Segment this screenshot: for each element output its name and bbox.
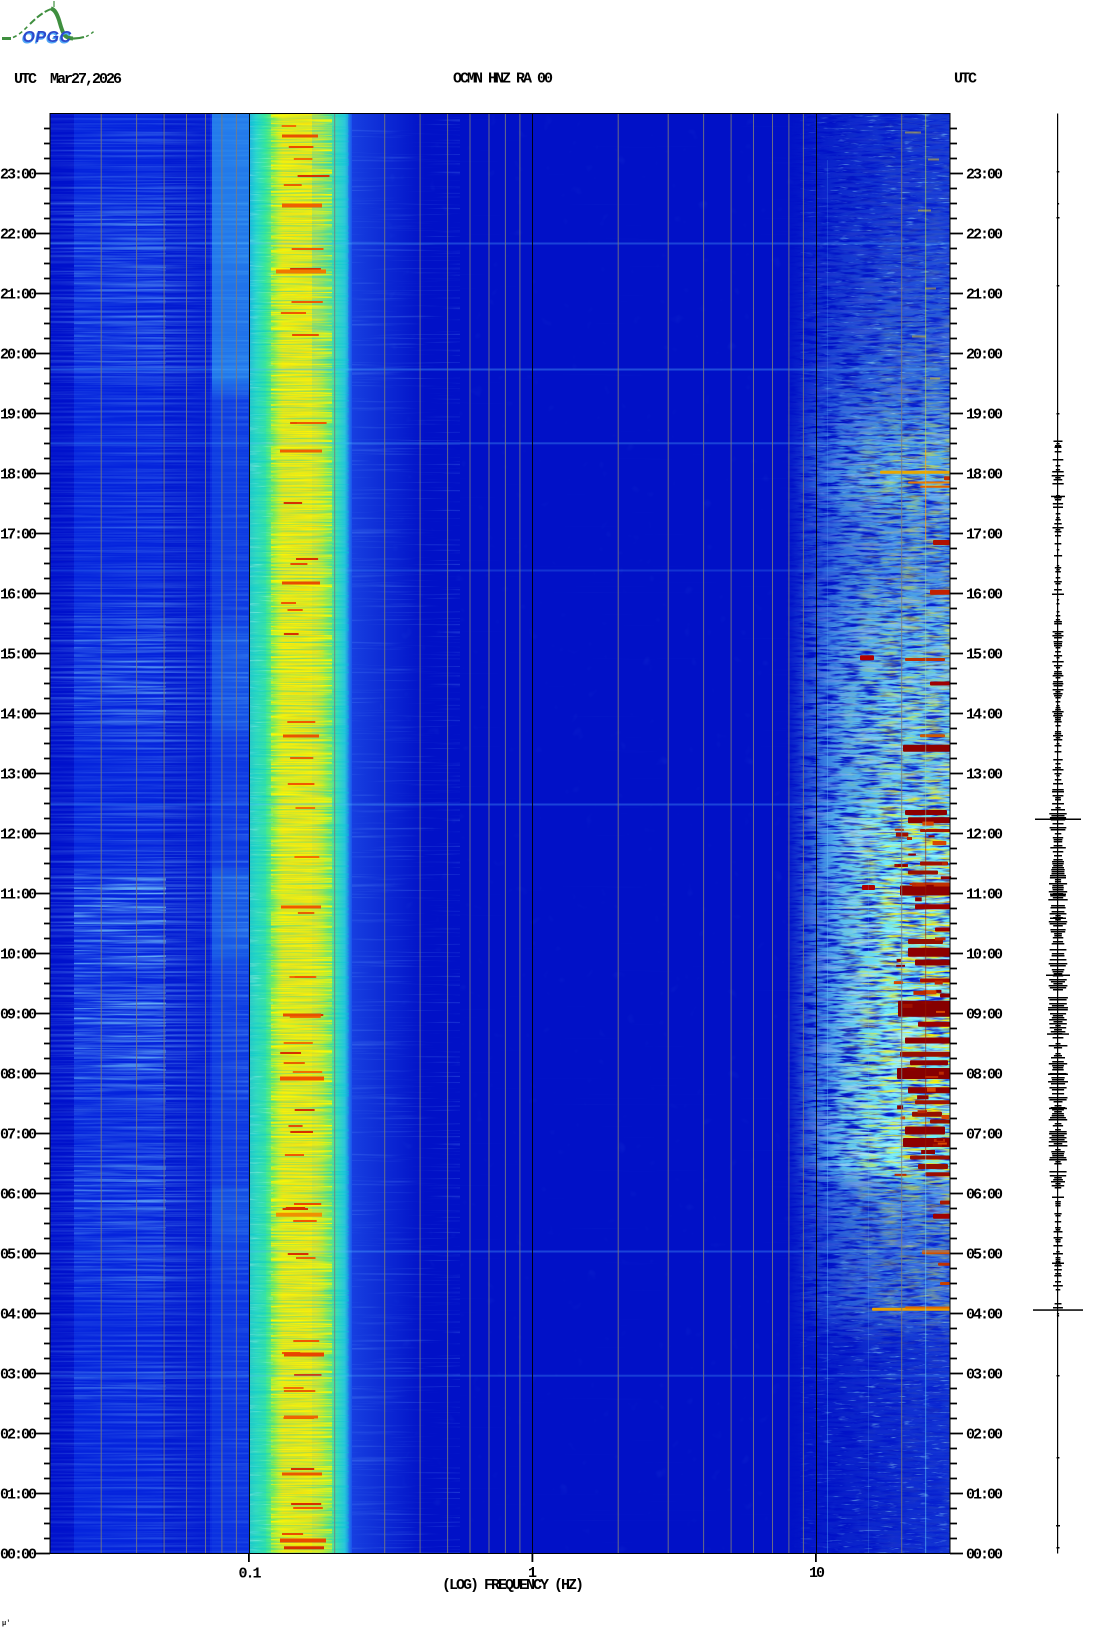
svg-text:01:00: 01:00 [0, 1487, 37, 1504]
svg-text:(LOG) FREQUENCY (HZ): (LOG) FREQUENCY (HZ) [442, 1577, 582, 1594]
svg-text:03:00: 03:00 [966, 1367, 1003, 1384]
svg-text:21:00: 21:00 [0, 287, 37, 304]
svg-text:14:00: 14:00 [966, 707, 1003, 724]
svg-text:10:00: 10:00 [0, 947, 37, 964]
svg-text:03:00: 03:00 [0, 1367, 37, 1384]
svg-text:15:00: 15:00 [966, 647, 1003, 664]
svg-text:12:00: 12:00 [0, 827, 37, 844]
svg-text:22:00: 22:00 [0, 227, 37, 244]
svg-text:μ′: μ′ [2, 1620, 10, 1628]
svg-text:OPGC: OPGC [23, 29, 72, 46]
svg-text:18:00: 18:00 [0, 467, 37, 484]
svg-text:09:00: 09:00 [0, 1007, 37, 1024]
svg-text:01:00: 01:00 [966, 1487, 1003, 1504]
svg-text:18:00: 18:00 [966, 467, 1003, 484]
svg-text:10: 10 [809, 1565, 825, 1582]
svg-text:23:00: 23:00 [966, 167, 1003, 184]
svg-text:15:00: 15:00 [0, 647, 37, 664]
svg-text:23:00: 23:00 [0, 167, 37, 184]
svg-text:07:00: 07:00 [0, 1127, 37, 1144]
svg-text:04:00: 04:00 [0, 1307, 37, 1324]
svg-text:04:00: 04:00 [966, 1307, 1003, 1324]
svg-text:UTC: UTC [954, 71, 977, 88]
svg-text:12:00: 12:00 [966, 827, 1003, 844]
svg-text:20:00: 20:00 [966, 347, 1003, 364]
svg-text:00:00: 00:00 [0, 1547, 37, 1564]
svg-text:11:00: 11:00 [0, 887, 37, 904]
svg-text:22:00: 22:00 [966, 227, 1003, 244]
svg-text:09:00: 09:00 [966, 1007, 1003, 1024]
svg-text:08:00: 08:00 [966, 1067, 1003, 1084]
svg-text:02:00: 02:00 [0, 1427, 37, 1444]
svg-text:16:00: 16:00 [0, 587, 37, 604]
svg-text:19:00: 19:00 [966, 407, 1003, 424]
svg-text:Mar27,2026: Mar27,2026 [50, 71, 122, 88]
svg-text:11:00: 11:00 [966, 887, 1003, 904]
svg-text:00:00: 00:00 [966, 1547, 1003, 1564]
svg-text:05:00: 05:00 [966, 1247, 1003, 1264]
svg-text:17:00: 17:00 [0, 527, 37, 544]
svg-text:UTC: UTC [14, 71, 37, 88]
svg-text:13:00: 13:00 [0, 767, 37, 784]
svg-text:06:00: 06:00 [0, 1187, 37, 1204]
svg-text:10:00: 10:00 [966, 947, 1003, 964]
svg-text:13:00: 13:00 [966, 767, 1003, 784]
svg-text:OCMN HNZ RA 00: OCMN HNZ RA 00 [453, 71, 553, 88]
svg-text:05:00: 05:00 [0, 1247, 37, 1264]
svg-text:14:00: 14:00 [0, 707, 37, 724]
svg-text:OPGC: OPGC [22, 31, 71, 48]
svg-text:02:00: 02:00 [966, 1427, 1003, 1444]
svg-text:07:00: 07:00 [966, 1127, 1003, 1144]
svg-text:0.1: 0.1 [238, 1566, 261, 1583]
svg-text:16:00: 16:00 [966, 587, 1003, 604]
svg-text:08:00: 08:00 [0, 1067, 37, 1084]
svg-text:19:00: 19:00 [0, 407, 37, 424]
svg-text:1: 1 [528, 1565, 537, 1582]
svg-text:06:00: 06:00 [966, 1187, 1003, 1204]
svg-text:21:00: 21:00 [966, 287, 1003, 304]
svg-text:17:00: 17:00 [966, 527, 1003, 544]
svg-text:20:00: 20:00 [0, 347, 37, 364]
